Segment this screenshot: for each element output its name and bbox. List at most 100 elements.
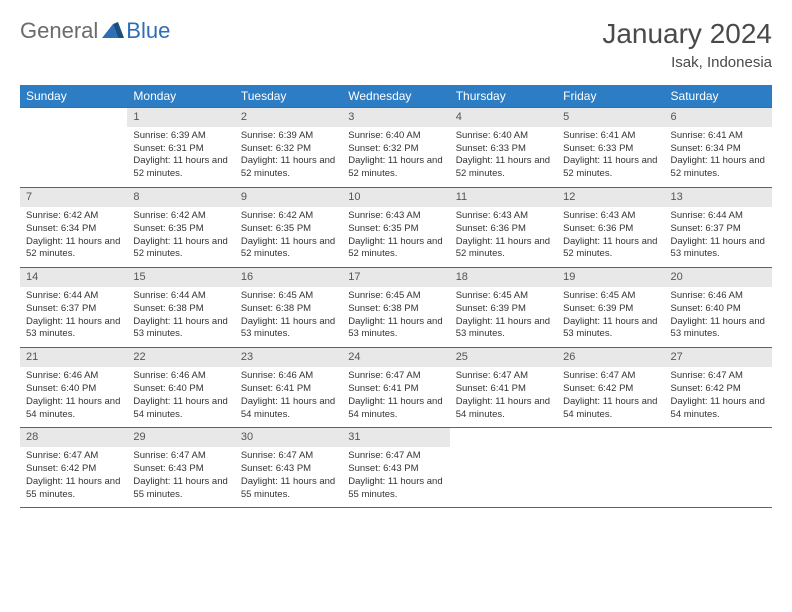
daylight-text: Daylight: 11 hours and 52 minutes. [348,155,443,181]
sunrise-text: Sunrise: 6:46 AM [671,290,766,303]
sunrise-text: Sunrise: 6:44 AM [133,290,228,303]
sunrise-text: Sunrise: 6:42 AM [133,210,228,223]
sunset-text: Sunset: 6:42 PM [563,383,658,396]
day-number: 11 [450,188,557,207]
day-body: Sunrise: 6:47 AMSunset: 6:41 PMDaylight:… [450,367,557,427]
day-body: Sunrise: 6:47 AMSunset: 6:42 PMDaylight:… [557,367,664,427]
header-friday: Friday [557,85,664,108]
day-cell: 24Sunrise: 6:47 AMSunset: 6:41 PMDayligh… [342,348,449,428]
day-body: Sunrise: 6:39 AMSunset: 6:31 PMDaylight:… [127,127,234,187]
sunset-text: Sunset: 6:43 PM [241,463,336,476]
day-cell: 17Sunrise: 6:45 AMSunset: 6:38 PMDayligh… [342,268,449,348]
day-cell [20,108,127,188]
day-cell: 22Sunrise: 6:46 AMSunset: 6:40 PMDayligh… [127,348,234,428]
daylight-text: Daylight: 11 hours and 52 minutes. [241,155,336,181]
day-body: Sunrise: 6:45 AMSunset: 6:38 PMDaylight:… [342,287,449,347]
sunset-text: Sunset: 6:41 PM [456,383,551,396]
day-number: 4 [450,108,557,127]
sunset-text: Sunset: 6:37 PM [671,223,766,236]
day-body: Sunrise: 6:47 AMSunset: 6:43 PMDaylight:… [342,447,449,507]
day-cell: 2Sunrise: 6:39 AMSunset: 6:32 PMDaylight… [235,108,342,188]
day-number: 21 [20,348,127,367]
sunrise-text: Sunrise: 6:47 AM [348,370,443,383]
day-body: Sunrise: 6:46 AMSunset: 6:40 PMDaylight:… [127,367,234,427]
daylight-text: Daylight: 11 hours and 53 minutes. [671,236,766,262]
day-cell [665,428,772,508]
day-cell: 16Sunrise: 6:45 AMSunset: 6:38 PMDayligh… [235,268,342,348]
day-body: Sunrise: 6:41 AMSunset: 6:33 PMDaylight:… [557,127,664,187]
day-body [557,447,664,497]
day-number: 12 [557,188,664,207]
daylight-text: Daylight: 11 hours and 52 minutes. [563,155,658,181]
sunrise-text: Sunrise: 6:47 AM [133,450,228,463]
day-body: Sunrise: 6:43 AMSunset: 6:36 PMDaylight:… [450,207,557,267]
daylight-text: Daylight: 11 hours and 53 minutes. [241,316,336,342]
day-cell: 20Sunrise: 6:46 AMSunset: 6:40 PMDayligh… [665,268,772,348]
day-cell: 8Sunrise: 6:42 AMSunset: 6:35 PMDaylight… [127,188,234,268]
sunrise-text: Sunrise: 6:47 AM [563,370,658,383]
calendar-table: Sunday Monday Tuesday Wednesday Thursday… [20,85,772,508]
sunrise-text: Sunrise: 6:45 AM [241,290,336,303]
sunrise-text: Sunrise: 6:39 AM [133,130,228,143]
header-wednesday: Wednesday [342,85,449,108]
day-cell: 25Sunrise: 6:47 AMSunset: 6:41 PMDayligh… [450,348,557,428]
day-cell: 23Sunrise: 6:46 AMSunset: 6:41 PMDayligh… [235,348,342,428]
day-number: 7 [20,188,127,207]
sunrise-text: Sunrise: 6:46 AM [241,370,336,383]
day-cell: 13Sunrise: 6:44 AMSunset: 6:37 PMDayligh… [665,188,772,268]
week-row: 14Sunrise: 6:44 AMSunset: 6:37 PMDayligh… [20,268,772,348]
sunset-text: Sunset: 6:40 PM [671,303,766,316]
day-body: Sunrise: 6:45 AMSunset: 6:38 PMDaylight:… [235,287,342,347]
sunset-text: Sunset: 6:36 PM [456,223,551,236]
sunrise-text: Sunrise: 6:47 AM [241,450,336,463]
sunset-text: Sunset: 6:34 PM [671,143,766,156]
daylight-text: Daylight: 11 hours and 54 minutes. [133,396,228,422]
day-number: 28 [20,428,127,447]
day-number: 8 [127,188,234,207]
day-number: 16 [235,268,342,287]
day-number: 22 [127,348,234,367]
daylight-text: Daylight: 11 hours and 54 minutes. [241,396,336,422]
day-body: Sunrise: 6:44 AMSunset: 6:38 PMDaylight:… [127,287,234,347]
daylight-text: Daylight: 11 hours and 54 minutes. [563,396,658,422]
day-body: Sunrise: 6:46 AMSunset: 6:40 PMDaylight:… [665,287,772,347]
daylight-text: Daylight: 11 hours and 54 minutes. [348,396,443,422]
day-body: Sunrise: 6:47 AMSunset: 6:42 PMDaylight:… [20,447,127,507]
day-body: Sunrise: 6:44 AMSunset: 6:37 PMDaylight:… [20,287,127,347]
week-row: 21Sunrise: 6:46 AMSunset: 6:40 PMDayligh… [20,348,772,428]
week-row: 1Sunrise: 6:39 AMSunset: 6:31 PMDaylight… [20,108,772,188]
week-row: 7Sunrise: 6:42 AMSunset: 6:34 PMDaylight… [20,188,772,268]
sunrise-text: Sunrise: 6:40 AM [456,130,551,143]
sunset-text: Sunset: 6:38 PM [348,303,443,316]
day-cell: 6Sunrise: 6:41 AMSunset: 6:34 PMDaylight… [665,108,772,188]
location: Isak, Indonesia [602,54,772,71]
sunrise-text: Sunrise: 6:47 AM [671,370,766,383]
sunset-text: Sunset: 6:35 PM [133,223,228,236]
day-body: Sunrise: 6:42 AMSunset: 6:35 PMDaylight:… [235,207,342,267]
day-number: 27 [665,348,772,367]
header-saturday: Saturday [665,85,772,108]
sunrise-text: Sunrise: 6:47 AM [348,450,443,463]
daylight-text: Daylight: 11 hours and 53 minutes. [563,316,658,342]
sunset-text: Sunset: 6:36 PM [563,223,658,236]
day-cell: 28Sunrise: 6:47 AMSunset: 6:42 PMDayligh… [20,428,127,508]
daylight-text: Daylight: 11 hours and 52 minutes. [133,155,228,181]
daylight-text: Daylight: 11 hours and 52 minutes. [671,155,766,181]
day-cell: 3Sunrise: 6:40 AMSunset: 6:32 PMDaylight… [342,108,449,188]
sunset-text: Sunset: 6:39 PM [456,303,551,316]
day-body [665,447,772,497]
day-number: 23 [235,348,342,367]
day-body: Sunrise: 6:47 AMSunset: 6:43 PMDaylight:… [127,447,234,507]
sunrise-text: Sunrise: 6:47 AM [456,370,551,383]
daylight-text: Daylight: 11 hours and 53 minutes. [133,316,228,342]
day-body: Sunrise: 6:47 AMSunset: 6:42 PMDaylight:… [665,367,772,427]
day-cell: 15Sunrise: 6:44 AMSunset: 6:38 PMDayligh… [127,268,234,348]
day-number: 20 [665,268,772,287]
sunrise-text: Sunrise: 6:43 AM [563,210,658,223]
sunrise-text: Sunrise: 6:41 AM [563,130,658,143]
sunrise-text: Sunrise: 6:46 AM [133,370,228,383]
day-cell: 27Sunrise: 6:47 AMSunset: 6:42 PMDayligh… [665,348,772,428]
week-row: 28Sunrise: 6:47 AMSunset: 6:42 PMDayligh… [20,428,772,508]
sunset-text: Sunset: 6:37 PM [26,303,121,316]
day-cell: 5Sunrise: 6:41 AMSunset: 6:33 PMDaylight… [557,108,664,188]
